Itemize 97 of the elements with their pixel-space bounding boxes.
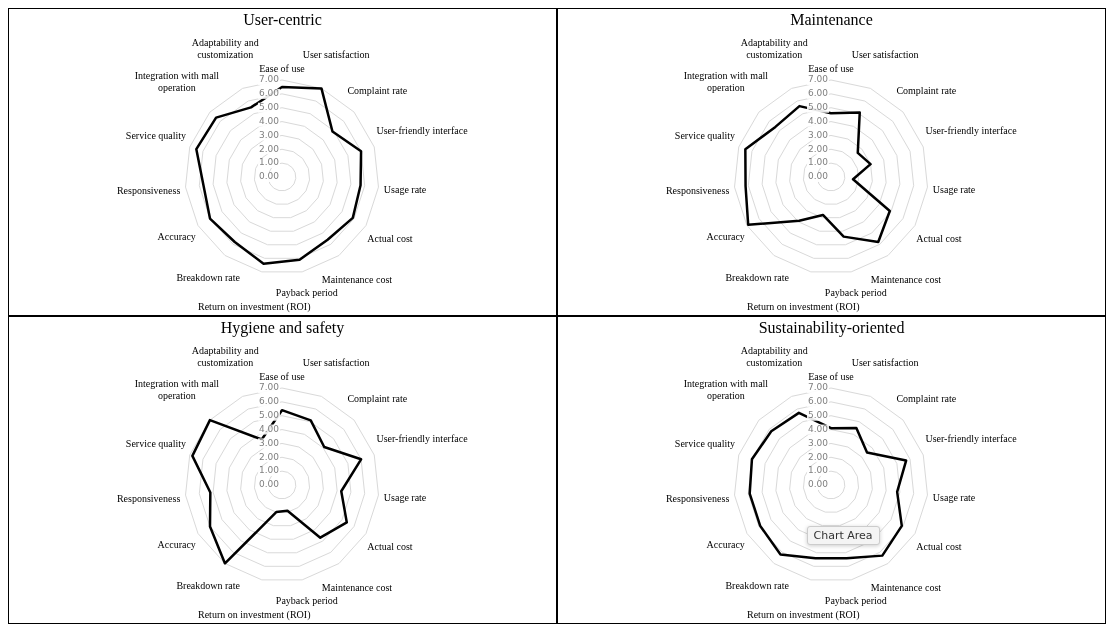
spoke-label: Adaptability and customization — [191, 37, 259, 61]
spoke-label: Breakdown rate — [725, 272, 790, 284]
spoke-label: Accuracy — [706, 231, 745, 243]
spoke-label: Complaint rate — [347, 84, 408, 96]
spoke-label: Actual cost — [916, 540, 962, 552]
chart-title: Maintenance — [790, 10, 873, 28]
y-tick-label: 1.00 — [258, 465, 280, 476]
y-tick-label: 1.00 — [258, 157, 280, 168]
spoke-label: Return on investment (ROI) — [197, 609, 311, 622]
y-tick-label: 2.00 — [807, 451, 829, 462]
y-tick-label: 6.00 — [258, 396, 280, 407]
spoke-label: Responsiveness — [665, 184, 730, 196]
spoke-label: Ease of use — [259, 370, 306, 382]
spoke-label: Breakdown rate — [725, 580, 790, 592]
spoke-label: User-friendly interface — [376, 125, 469, 137]
y-tick-label: 0.00 — [807, 479, 829, 490]
y-tick-label: 0.00 — [258, 479, 280, 490]
y-tick-label: 5.00 — [807, 102, 829, 113]
y-tick-label: 6.00 — [258, 88, 280, 99]
spoke-label: Accuracy — [706, 539, 745, 551]
y-tick-label: 5.00 — [258, 102, 280, 113]
y-tick-label: 7.00 — [807, 74, 829, 85]
y-tick-label: 2.00 — [258, 451, 280, 462]
y-tick-label: 2.00 — [258, 143, 280, 154]
chart-title: User-centric — [243, 10, 322, 28]
spoke-label: Ease of use — [259, 62, 306, 74]
spoke-label: Integration with mall operation — [683, 378, 769, 402]
spoke-label: User satisfaction — [851, 49, 919, 61]
y-tick-label: 1.00 — [807, 157, 829, 168]
y-tick-label: 3.00 — [258, 129, 280, 140]
spoke-label: Usage rate — [383, 183, 427, 195]
spoke-label: Ease of use — [808, 370, 855, 382]
spoke-label: Actual cost — [916, 232, 962, 244]
spoke-label: Accuracy — [157, 231, 196, 243]
y-tick-label: 4.00 — [258, 423, 280, 434]
spoke-label: User-friendly interface — [925, 433, 1018, 445]
spoke-label: Maintenance cost — [321, 581, 393, 593]
spoke-label: Payback period — [275, 287, 338, 299]
chart-title: Hygiene and safety — [220, 318, 345, 337]
spoke-label: Usage rate — [932, 183, 976, 195]
spoke-label: User satisfaction — [851, 357, 919, 369]
spoke-label: Service quality — [125, 437, 187, 449]
spoke-label: Service quality — [674, 437, 736, 449]
y-tick-label: 6.00 — [807, 88, 829, 99]
spoke-label: Payback period — [824, 595, 887, 607]
spoke-label: Integration with mall operation — [683, 70, 769, 94]
spoke-label: Payback period — [824, 287, 887, 299]
spoke-label: Payback period — [275, 595, 338, 607]
y-tick-label: 4.00 — [807, 115, 829, 126]
spoke-label: Adaptability and customization — [191, 345, 259, 369]
spoke-label: Return on investment (ROI) — [746, 301, 860, 314]
y-tick-label: 3.00 — [807, 129, 829, 140]
chart-title: Sustainability-oriented — [758, 318, 905, 337]
spoke-label: Usage rate — [383, 491, 427, 503]
y-tick-label: 0.00 — [807, 171, 829, 182]
spoke-label: Accuracy — [157, 539, 196, 551]
spoke-label: Integration with mall operation — [134, 70, 220, 94]
spoke-label: Complaint rate — [896, 84, 957, 96]
y-tick-label: 7.00 — [258, 74, 280, 85]
spoke-label: Complaint rate — [347, 392, 408, 404]
spoke-label: Breakdown rate — [176, 580, 241, 592]
spoke-label: Maintenance cost — [870, 273, 942, 285]
spoke-label: Breakdown rate — [176, 272, 241, 284]
spoke-label: Ease of use — [808, 62, 855, 74]
text: Chart Area — [806, 526, 880, 546]
y-tick-label: 7.00 — [258, 382, 280, 393]
spoke-label: Usage rate — [932, 491, 976, 503]
spoke-label: Maintenance cost — [321, 273, 393, 285]
y-tick-label: 0.00 — [258, 171, 280, 182]
y-tick-label: 4.00 — [807, 423, 829, 434]
spoke-label: Responsiveness — [116, 184, 181, 196]
spoke-label: Adaptability and customization — [740, 345, 808, 369]
spoke-label: User-friendly interface — [925, 125, 1018, 137]
spoke-label: Responsiveness — [665, 492, 730, 504]
spoke-label: Actual cost — [367, 540, 413, 552]
y-tick-label: 1.00 — [807, 465, 829, 476]
y-tick-label: 4.00 — [258, 115, 280, 126]
y-tick-label: 7.00 — [807, 382, 829, 393]
spoke-label: Return on investment (ROI) — [746, 609, 860, 622]
spoke-label: Responsiveness — [116, 492, 181, 504]
y-tick-label: 5.00 — [258, 410, 280, 421]
spoke-label: Complaint rate — [896, 392, 957, 404]
spoke-label: Return on investment (ROI) — [197, 301, 311, 314]
y-tick-label: 6.00 — [807, 396, 829, 407]
spoke-label: User satisfaction — [302, 357, 370, 369]
spoke-label: Service quality — [125, 129, 187, 141]
spoke-label: Maintenance cost — [870, 581, 942, 593]
y-tick-label: 3.00 — [807, 437, 829, 448]
y-tick-label: 2.00 — [807, 143, 829, 154]
y-tick-label: 3.00 — [258, 437, 280, 448]
spoke-label: Service quality — [674, 129, 736, 141]
spoke-label: User-friendly interface — [376, 433, 469, 445]
y-tick-label: 5.00 — [807, 410, 829, 421]
spoke-label: Adaptability and customization — [740, 37, 808, 61]
spoke-label: Integration with mall operation — [134, 378, 220, 402]
spoke-label: User satisfaction — [302, 49, 370, 61]
spoke-label: Actual cost — [367, 232, 413, 244]
